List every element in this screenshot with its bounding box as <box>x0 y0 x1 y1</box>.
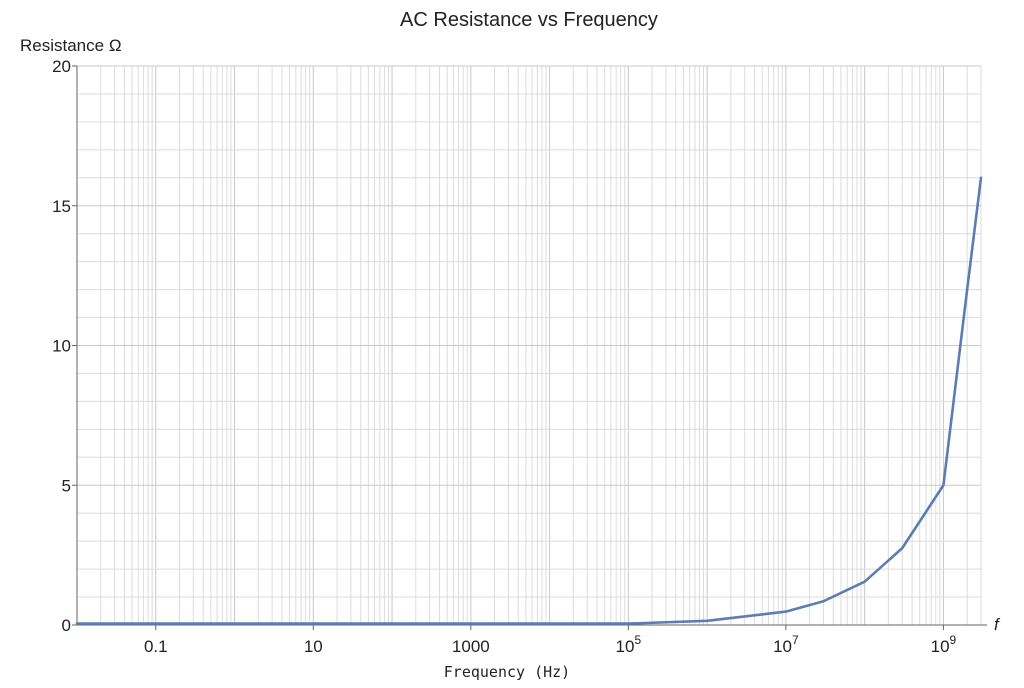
x-tick-label: 107 <box>773 633 799 656</box>
x-tick-label: 109 <box>931 633 957 656</box>
series-layer <box>75 176 983 625</box>
axes <box>72 65 987 630</box>
y-tick-label: 10 <box>52 337 71 356</box>
y-tick-label: 15 <box>52 197 71 216</box>
x-tick-label: 0.1 <box>144 637 168 656</box>
x-tick-label: 105 <box>616 633 642 656</box>
y-tick-label: 20 <box>52 57 71 76</box>
y-axis-label: Resistance Ω <box>20 36 122 55</box>
x-axis-symbol: f <box>994 615 1001 634</box>
y-tick-label: 5 <box>62 476 71 495</box>
chart-title: AC Resistance vs Frequency <box>400 9 658 31</box>
x-tick-label: 1000 <box>452 637 490 656</box>
x-tick-label: 10 <box>304 637 323 656</box>
grid <box>76 65 982 626</box>
y-tick-label: 0 <box>62 616 71 635</box>
x-axis-label: Frequency (Hz) <box>444 663 570 681</box>
series-line-0 <box>75 176 983 625</box>
tick-labels: 0 5 10 15 20 0.1 10 1000 105 107 109 <box>52 57 956 656</box>
